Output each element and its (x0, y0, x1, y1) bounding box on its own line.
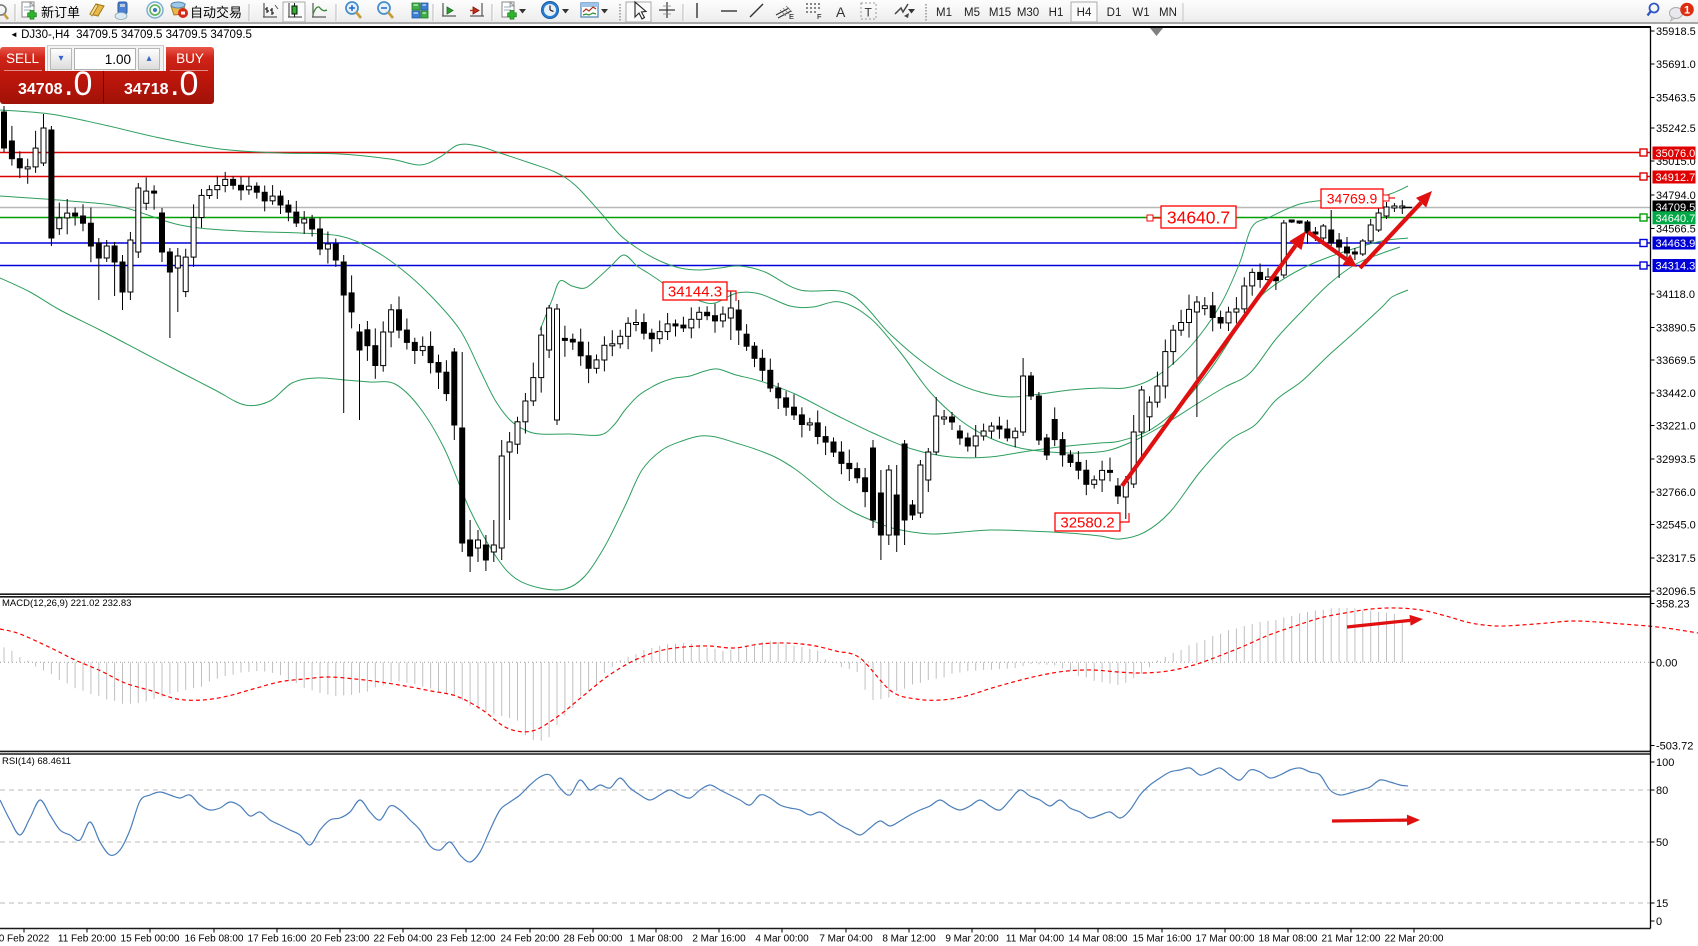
svg-text:35076.0: 35076.0 (1656, 148, 1696, 160)
svg-text:22 Mar 20:00: 22 Mar 20:00 (1385, 934, 1444, 945)
svg-text:M15: M15 (989, 7, 1011, 19)
svg-text:0 Feb 2022: 0 Feb 2022 (0, 934, 50, 945)
svg-text:34769.9: 34769.9 (1327, 191, 1378, 207)
svg-text:18 Mar 08:00: 18 Mar 08:00 (1259, 934, 1318, 945)
svg-text:34118.0: 34118.0 (1656, 289, 1695, 301)
svg-text:T: T (865, 6, 873, 20)
svg-text:32766.0: 32766.0 (1656, 487, 1696, 499)
svg-text:0.00: 0.00 (1656, 657, 1677, 669)
svg-text:34566.5: 34566.5 (1656, 224, 1696, 236)
svg-text:7 Mar 04:00: 7 Mar 04:00 (819, 934, 873, 945)
svg-text:M1: M1 (936, 7, 952, 19)
svg-text:28 Feb 00:00: 28 Feb 00:00 (564, 934, 623, 945)
svg-text:A: A (836, 4, 846, 20)
svg-text:M30: M30 (1017, 7, 1039, 19)
svg-text:35242.5: 35242.5 (1656, 123, 1696, 135)
svg-text:14 Mar 08:00: 14 Mar 08:00 (1069, 934, 1128, 945)
svg-text:16 Feb 08:00: 16 Feb 08:00 (185, 934, 244, 945)
svg-text:11 Feb 20:00: 11 Feb 20:00 (58, 934, 117, 945)
svg-text:4 Mar 00:00: 4 Mar 00:00 (755, 934, 809, 945)
svg-text:22 Feb 04:00: 22 Feb 04:00 (374, 934, 433, 945)
svg-text:34144.3: 34144.3 (668, 283, 722, 300)
svg-text:新订单: 新订单 (41, 5, 80, 20)
svg-text:17 Mar 00:00: 17 Mar 00:00 (1196, 934, 1255, 945)
svg-text:F: F (817, 12, 822, 21)
svg-text:15: 15 (1656, 898, 1668, 910)
svg-text:100: 100 (1656, 757, 1674, 769)
svg-text:33221.0: 33221.0 (1656, 421, 1696, 433)
svg-text:H1: H1 (1049, 7, 1064, 19)
svg-text:17 Feb 16:00: 17 Feb 16:00 (248, 934, 307, 945)
svg-text:32993.5: 32993.5 (1656, 454, 1696, 466)
svg-text:33669.5: 33669.5 (1656, 355, 1696, 367)
svg-text:34640.7: 34640.7 (1167, 207, 1230, 227)
svg-text:21 Mar 12:00: 21 Mar 12:00 (1322, 934, 1381, 945)
svg-text:35691.0: 35691.0 (1656, 59, 1696, 71)
svg-text:1: 1 (1684, 5, 1690, 17)
svg-text:11 Mar 04:00: 11 Mar 04:00 (1006, 934, 1065, 945)
svg-text:33442.0: 33442.0 (1656, 388, 1696, 400)
svg-text:34794.0: 34794.0 (1656, 190, 1696, 202)
svg-text:8 Mar 12:00: 8 Mar 12:00 (882, 934, 936, 945)
svg-text:32317.5: 32317.5 (1656, 553, 1696, 565)
svg-text:D1: D1 (1107, 7, 1122, 19)
svg-text:15 Mar 16:00: 15 Mar 16:00 (1133, 934, 1192, 945)
svg-text:32096.5: 32096.5 (1656, 586, 1696, 598)
svg-text:32580.2: 32580.2 (1060, 514, 1114, 531)
svg-text:-503.72: -503.72 (1656, 741, 1693, 753)
svg-text:34709.5: 34709.5 (1656, 202, 1696, 214)
svg-text:34912.7: 34912.7 (1656, 172, 1696, 184)
svg-text:23 Feb 12:00: 23 Feb 12:00 (437, 934, 496, 945)
svg-text:34314.3: 34314.3 (1656, 261, 1696, 273)
svg-text:33890.5: 33890.5 (1656, 323, 1696, 335)
svg-text:358.23: 358.23 (1656, 599, 1690, 611)
svg-text:自动交易: 自动交易 (190, 5, 242, 20)
svg-text:20 Feb 23:00: 20 Feb 23:00 (311, 934, 370, 945)
svg-text:1 Mar 08:00: 1 Mar 08:00 (629, 934, 683, 945)
svg-text:34463.9: 34463.9 (1656, 238, 1696, 250)
svg-text:15 Feb 00:00: 15 Feb 00:00 (121, 934, 180, 945)
svg-text:MN: MN (1159, 7, 1177, 19)
svg-text:50: 50 (1656, 837, 1668, 849)
svg-text:2 Mar 16:00: 2 Mar 16:00 (692, 934, 746, 945)
svg-text:24 Feb 20:00: 24 Feb 20:00 (501, 934, 560, 945)
svg-text:35918.5: 35918.5 (1656, 26, 1696, 38)
svg-text:0: 0 (1656, 916, 1662, 928)
svg-text:M5: M5 (964, 7, 980, 19)
svg-text:32545.0: 32545.0 (1656, 520, 1696, 532)
svg-text:80: 80 (1656, 785, 1668, 797)
svg-text:34640.7: 34640.7 (1656, 213, 1696, 225)
svg-text:W1: W1 (1132, 7, 1149, 19)
svg-text:E: E (789, 12, 794, 21)
svg-text:9 Mar 20:00: 9 Mar 20:00 (945, 934, 999, 945)
svg-text:H4: H4 (1077, 7, 1092, 19)
svg-text:35463.5: 35463.5 (1656, 93, 1696, 105)
